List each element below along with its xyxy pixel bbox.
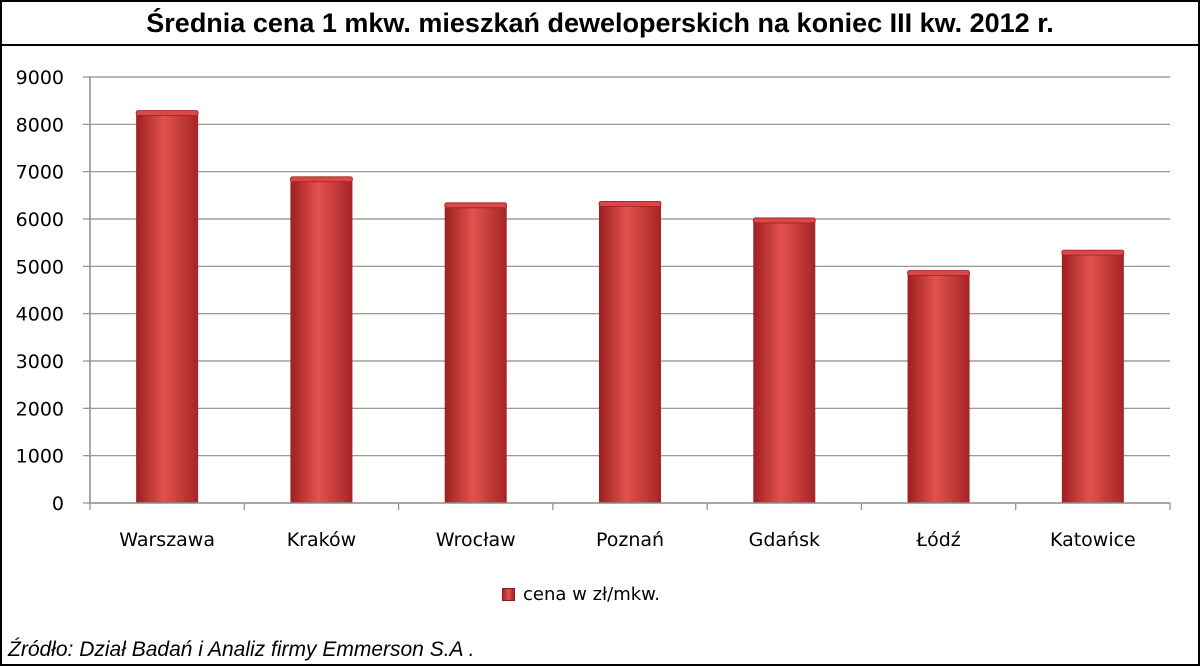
bar-cap [598, 200, 662, 207]
x-category-label: Kraków [287, 529, 356, 551]
x-category-label: Łódź [915, 529, 960, 551]
y-tick-label: 5000 [16, 256, 64, 278]
bar-cap [444, 202, 508, 209]
y-tick-label: 3000 [16, 351, 64, 373]
bar [599, 203, 661, 503]
bar-chart: 0 1000 2000 3000 4000 5000 6000 7000 8000 9000 War… [16, 67, 1171, 551]
bar [1061, 252, 1124, 503]
axis-labels: 0 1000 2000 3000 4000 5000 6000 7000 8000 9000 War… [16, 67, 1136, 551]
legend-swatch [502, 587, 515, 601]
bar-cap [907, 270, 970, 276]
bars [135, 110, 1125, 504]
legend: cena w zł/mkw. [502, 582, 660, 606]
x-category-label: Warszawa [119, 529, 215, 551]
x-category-label: Katowice [1050, 529, 1136, 551]
bar [290, 178, 353, 503]
x-category-label: Gdańsk [749, 529, 820, 551]
source-note: Źródło: Dział Badań i Analiz firmy Emmer… [8, 638, 475, 661]
bar [907, 272, 970, 503]
bar-cap [1061, 249, 1125, 256]
y-tick-label: 8000 [16, 114, 64, 136]
bar [444, 204, 507, 504]
bar-cap [135, 110, 199, 116]
title-bar: Średnia cena 1 mkw. mieszkań dewelopersk… [2, 2, 1198, 46]
bar-cap [752, 217, 816, 224]
bar [753, 219, 816, 504]
x-category-label: Wrocław [436, 529, 516, 551]
bar-cap [290, 176, 353, 183]
axes [83, 76, 1171, 510]
y-tick-label: 7000 [16, 162, 64, 184]
x-category-label: Poznań [596, 529, 664, 551]
bar [136, 112, 199, 503]
y-tick-label: 9000 [16, 67, 64, 89]
y-tick-label: 4000 [16, 304, 64, 326]
y-tick-label: 6000 [16, 209, 64, 231]
legend-label: cena w zł/mkw. [523, 583, 660, 605]
y-tick-label: 2000 [16, 398, 64, 420]
chart-title: Średnia cena 1 mkw. mieszkań dewelopersk… [146, 7, 1054, 38]
y-tick-label: 0 [52, 493, 64, 515]
y-tick-label: 1000 [16, 446, 64, 468]
